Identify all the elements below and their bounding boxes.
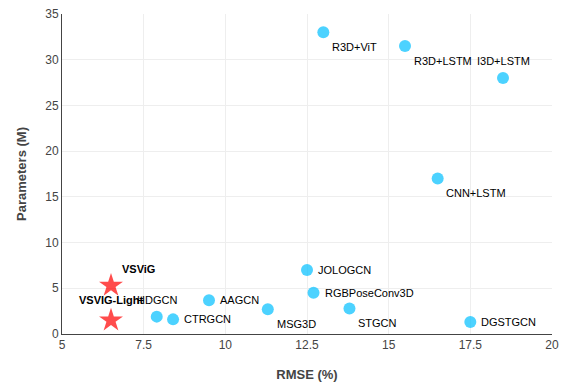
svg-text:VSVIG-Light: VSVIG-Light xyxy=(79,294,144,306)
svg-text:25: 25 xyxy=(45,99,59,113)
svg-text:30: 30 xyxy=(45,53,59,67)
svg-text:15: 15 xyxy=(382,338,396,352)
svg-text:7.5: 7.5 xyxy=(135,338,152,352)
svg-text:R3D+LSTM: R3D+LSTM xyxy=(414,55,472,67)
svg-text:5: 5 xyxy=(59,338,66,352)
svg-text:12.5: 12.5 xyxy=(295,338,319,352)
svg-text:DGSTGCN: DGSTGCN xyxy=(481,316,536,328)
svg-text:RGBPoseConv3D: RGBPoseConv3D xyxy=(325,287,414,299)
svg-text:CTRGCN: CTRGCN xyxy=(184,313,231,325)
svg-text:JOLOGCN: JOLOGCN xyxy=(318,264,371,276)
svg-text:AAGCN: AAGCN xyxy=(220,294,259,306)
svg-text:10: 10 xyxy=(219,338,233,352)
svg-text:15: 15 xyxy=(45,190,59,204)
svg-text:STGCN: STGCN xyxy=(358,317,397,329)
svg-text:10: 10 xyxy=(45,236,59,250)
svg-text:HDGCN: HDGCN xyxy=(137,294,177,306)
svg-text:R3D+ViT: R3D+ViT xyxy=(332,41,377,53)
svg-text:20: 20 xyxy=(45,144,59,158)
svg-text:MSG3D: MSG3D xyxy=(277,318,316,330)
svg-text:RMSE (%): RMSE (%) xyxy=(276,367,337,382)
svg-text:0: 0 xyxy=(52,327,59,341)
svg-text:17.5: 17.5 xyxy=(459,338,483,352)
svg-text:Parameters (M): Parameters (M) xyxy=(14,127,29,221)
svg-text:CNN+LSTM: CNN+LSTM xyxy=(446,187,506,199)
svg-text:VSViG: VSViG xyxy=(122,263,155,275)
svg-text:20: 20 xyxy=(545,338,559,352)
svg-text:35: 35 xyxy=(45,7,59,21)
svg-text:I3D+LSTM: I3D+LSTM xyxy=(477,55,530,67)
svg-text:5: 5 xyxy=(52,281,59,295)
